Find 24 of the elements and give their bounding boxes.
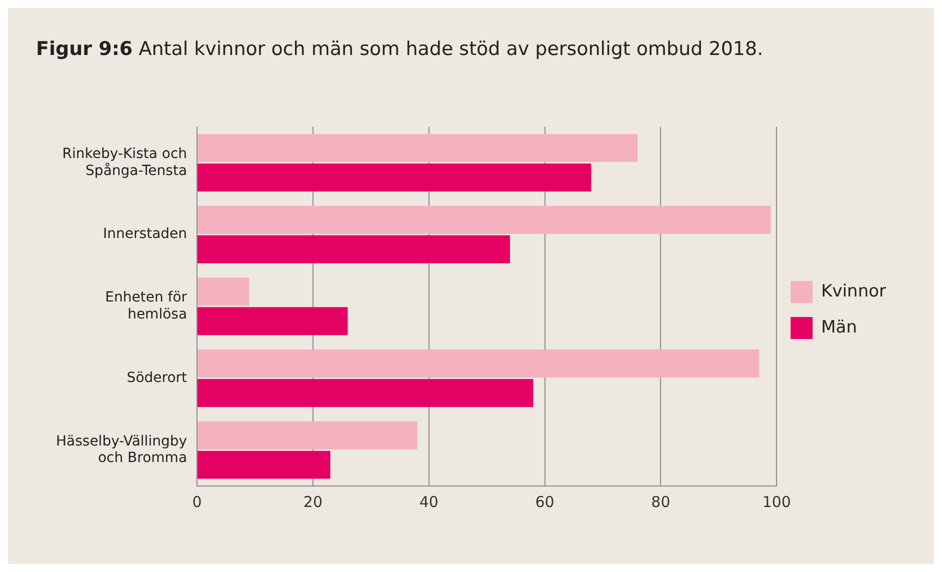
bar: [198, 307, 348, 336]
bar: [198, 206, 771, 234]
bar: [198, 235, 510, 264]
legend-label: Kvinnor: [821, 281, 886, 302]
legend-label: Män: [821, 317, 857, 338]
x-tick-label: 80: [651, 492, 670, 511]
y-tick-label: Innerstaden: [103, 226, 188, 242]
bar: [198, 350, 760, 378]
y-tick-label: Rinkeby-Kista och Spånga-Tensta: [62, 146, 188, 179]
bar: [198, 450, 330, 479]
y-tick-label: Söderort: [126, 370, 188, 386]
bar: [198, 421, 418, 450]
bar: [198, 163, 592, 192]
y-tick-label: Enheten för hemlösa: [105, 290, 188, 322]
x-tick-label: 20: [303, 492, 322, 511]
y-tick-label: Hässelby-Vällingby och Bromma: [56, 433, 188, 466]
x-tick-label: 100: [762, 492, 791, 511]
x-tick-label: 60: [535, 492, 554, 511]
bar: [198, 278, 250, 306]
x-tick-label: 0: [192, 492, 202, 511]
bar: [198, 378, 534, 407]
x-tick-label: 40: [419, 492, 438, 511]
chart-title: Figur 9:6 Antal kvinnor och män som hade stöd av personligt ombud 2018.: [36, 38, 764, 60]
bar: [198, 134, 638, 162]
